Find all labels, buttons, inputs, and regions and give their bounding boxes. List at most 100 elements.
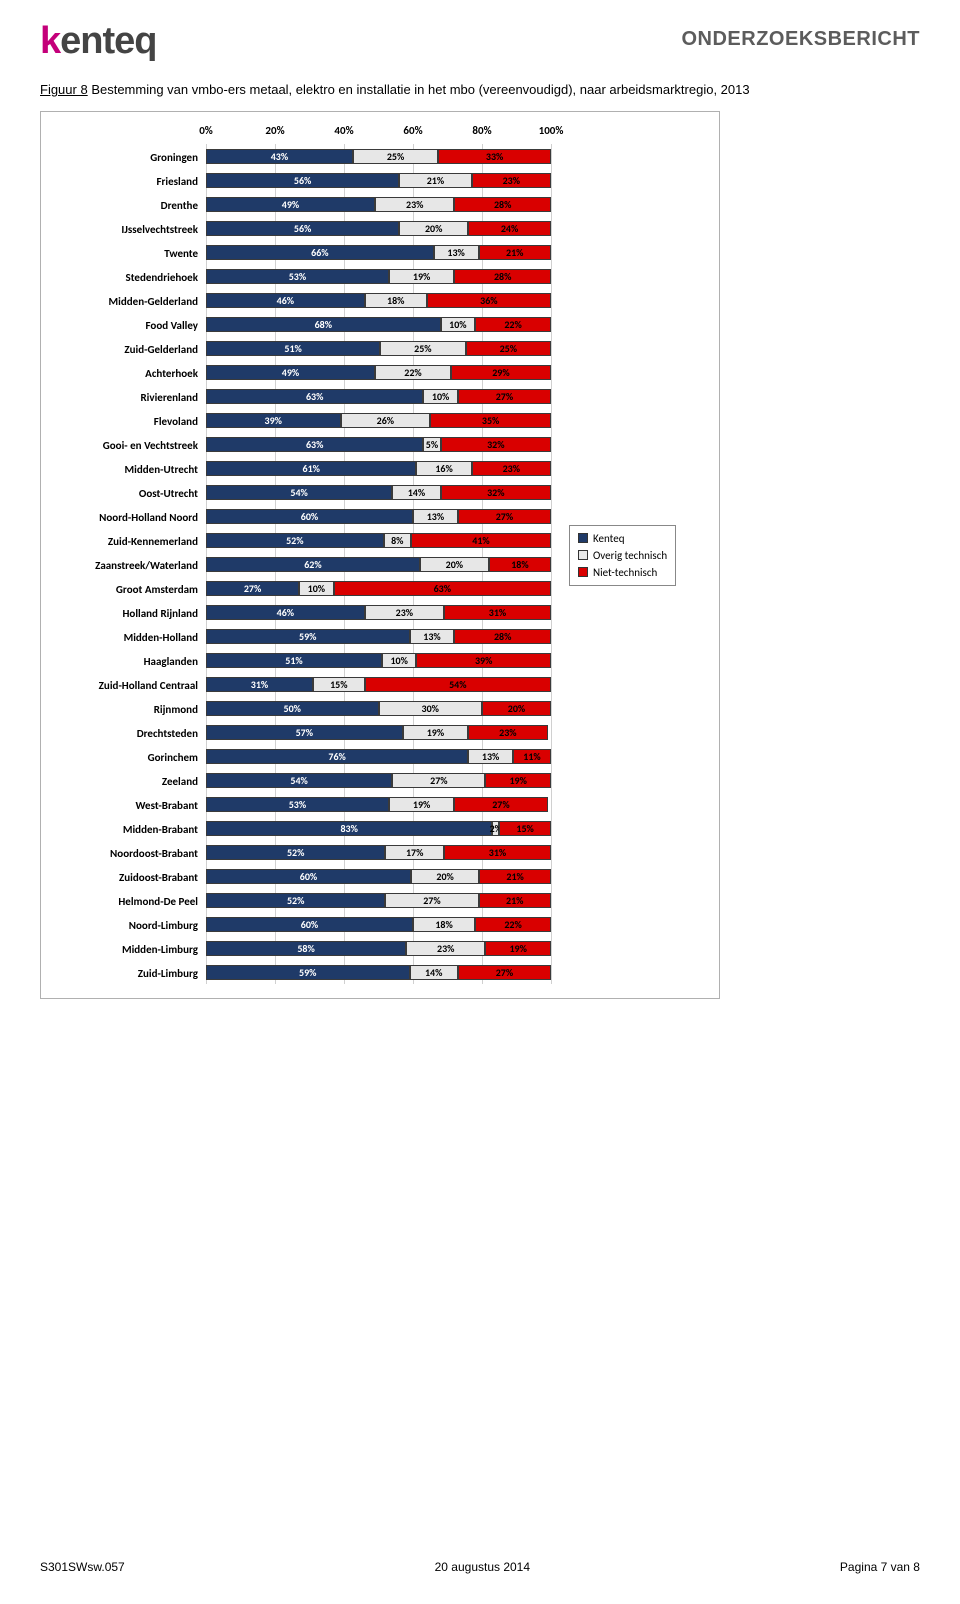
category-label: Stedendriehoek [41,266,206,290]
bar-segment-label: 28% [494,270,511,283]
bar-segment: 19% [485,773,551,788]
bar-segment: 21% [479,893,551,908]
bar-segment-label: 23% [503,462,520,475]
category-label: Noordoost-Brabant [41,842,206,866]
bar-segment-label: 52% [286,534,303,547]
bar-segment: 23% [472,461,551,476]
category-label: Rijnmond [41,698,206,722]
bar-track: 76%13%11% [206,749,551,764]
bar-segment-label: 49% [282,198,299,211]
bar-track: 59%14%27% [206,965,551,980]
bar-track: 56%21%23% [206,173,551,188]
bar-segment: 13% [468,749,513,764]
bar-segment: 14% [410,965,458,980]
bar-segment: 68% [206,317,441,332]
bar-segment: 16% [416,461,471,476]
bar-segment: 17% [385,845,444,860]
bar-segment-label: 59% [299,630,316,643]
bar-segment: 52% [206,845,385,860]
bar-segment: 41% [411,533,551,548]
bar-segment: 31% [444,605,551,620]
bar-segment: 25% [353,149,438,164]
category-label: Friesland [41,170,206,194]
page: kenteq ONDERZOEKSBERICHT Figuur 8 Bestem… [0,0,960,1604]
bar-row: 60%13%27% [206,504,551,528]
bar-segment: 30% [379,701,483,716]
bar-segment: 61% [206,461,416,476]
bar-segment-label: 68% [315,318,332,331]
bar-row: 61%16% 23% [206,456,551,480]
bar-segment-label: 28% [494,198,511,211]
bar-segment-label: 19% [413,270,430,283]
bar-segment: 24% [468,221,551,236]
bar-segment-label: 41% [472,534,489,547]
bar-segment: 18% [489,557,551,572]
bar-segment-label: 10% [390,654,407,667]
legend-item: Overig technisch [578,547,667,564]
bar-segment-label: 15% [330,678,347,691]
bar-track: 62%20%18% [206,557,551,572]
bar-segment: 20% [411,869,479,884]
bar-track: 51%25%25% [206,341,551,356]
bar-segment: 27% [206,581,299,596]
bar-track: 39%26%35% [206,413,551,428]
bar-segment-label: 51% [285,654,302,667]
bar-segment: 20% [420,557,489,572]
bar-segment: 59% [206,629,410,644]
bar-segment-label: 27% [423,894,440,907]
bar-track: 27%10%63% [206,581,551,596]
legend-label: Kenteq [593,532,625,545]
bar-segment-label: 53% [289,798,306,811]
bar-segment-label: 13% [447,246,464,259]
bar-track: 50%30%20% [206,701,551,716]
bar-segment-label: 17% [406,846,423,859]
bar-segment-label: 13% [423,630,440,643]
category-label: Drenthe [41,194,206,218]
bar-segment: 20% [399,221,468,236]
bar-segment-label: 20% [436,870,453,883]
bar-segment-label: 19% [427,726,444,739]
x-axis-tick: 40% [334,124,353,137]
category-label: Midden-Brabant [41,818,206,842]
bar-segment: 22% [475,317,551,332]
footer-left: S301SWsw.057 [40,1560,125,1574]
bar-segment: 19% [389,797,455,812]
bar-segment: 10% [423,389,458,404]
bar-segment: 35% [430,413,551,428]
bar-segment-label: 27% [430,774,447,787]
bar-segment-label: 63% [306,438,323,451]
bar-segment: 56% [206,173,399,188]
bar-segment: 19% [389,269,455,284]
category-label: Achterhoek [41,362,206,386]
x-axis-tick: 80% [472,124,491,137]
category-label: Oost-Utrecht [41,482,206,506]
bar-row: 59%14%27% [206,960,551,984]
bar-segment-label: 26% [377,414,394,427]
header: kenteq ONDERZOEKSBERICHT [40,20,920,63]
category-label: Zuidoost-Brabant [41,866,206,890]
bar-segment-label: 15% [516,822,533,835]
bar-segment-label: 19% [509,942,526,955]
bar-segment: 63% [334,581,551,596]
bar-segment: 27% [385,893,478,908]
bar-segment: 19% [403,725,469,740]
bar-track: 52%27%21% [206,893,551,908]
bar-segment: 23% [365,605,444,620]
category-label: IJsselvechtstreek [41,218,206,242]
category-label: Drechtsteden [41,722,206,746]
bar-segment: 50% [206,701,379,716]
bar-segment: 49% [206,197,375,212]
bar-segment: 23% [375,197,454,212]
bar-segment-label: 50% [284,702,301,715]
bar-row: 43%25%33% [206,144,551,168]
bar-segment: 5% [423,437,440,452]
bars-column: 0%20%40%60%80%100% 43%25%33%56%21%23%49%… [206,124,551,984]
bar-segment-label: 13% [482,750,499,763]
bar-segment: 31% [444,845,551,860]
bar-segment: 14% [392,485,440,500]
bar-row: 54%27%19% [206,768,551,792]
bar-track: 63%5%32% [206,437,551,452]
bar-segment: 28% [454,197,551,212]
bar-row: 60%18%22% [206,912,551,936]
bar-row: 52%27%21% [206,888,551,912]
